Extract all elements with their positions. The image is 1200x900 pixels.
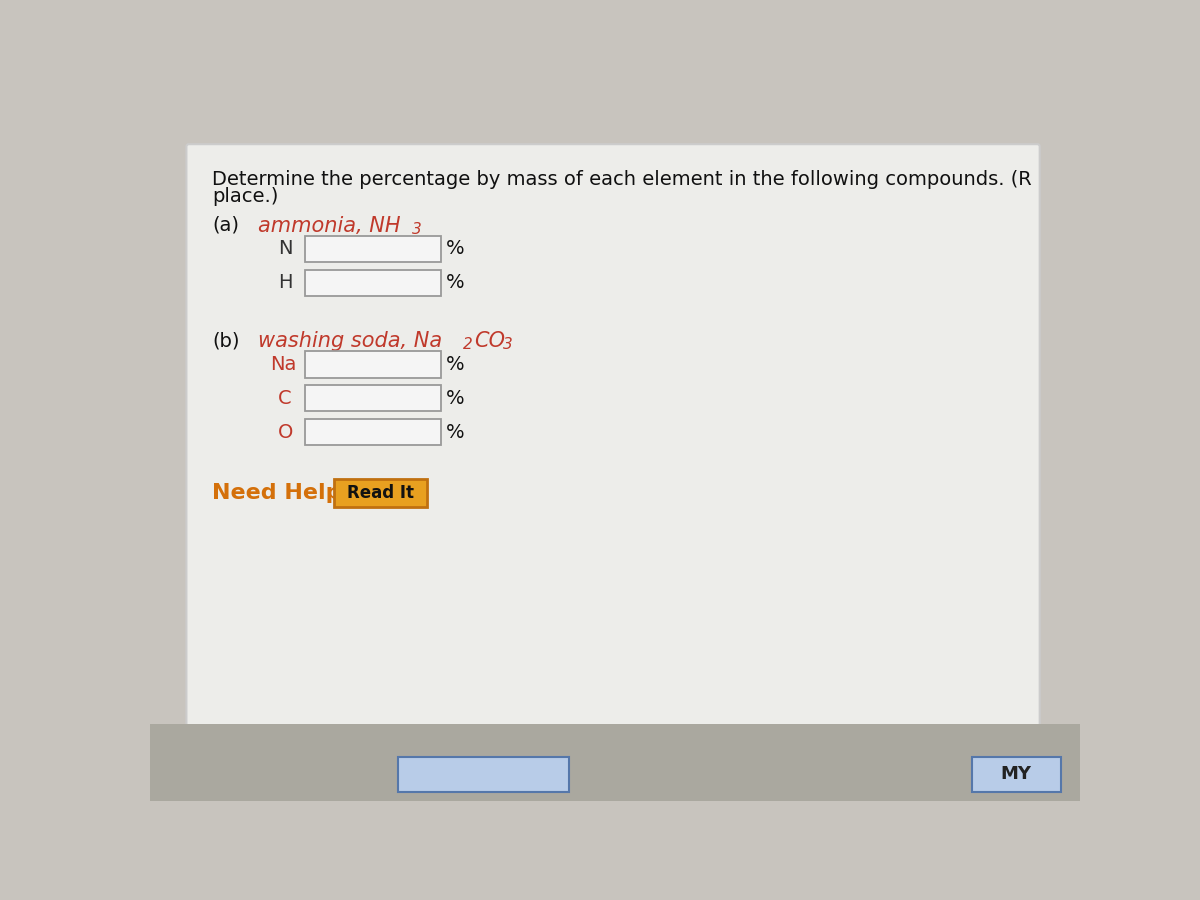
FancyBboxPatch shape [305, 385, 440, 411]
Text: Need Help?: Need Help? [212, 483, 354, 503]
Text: CO: CO [474, 331, 505, 351]
Text: H: H [278, 274, 293, 292]
Text: place.): place.) [212, 186, 278, 205]
Text: %: % [446, 239, 464, 258]
FancyBboxPatch shape [398, 757, 569, 792]
Text: O: O [278, 423, 293, 442]
FancyBboxPatch shape [305, 419, 440, 446]
FancyBboxPatch shape [972, 757, 1061, 792]
FancyBboxPatch shape [186, 144, 1039, 726]
Text: (a): (a) [212, 216, 239, 235]
Text: %: % [446, 423, 464, 442]
Text: %: % [446, 355, 464, 374]
FancyBboxPatch shape [305, 351, 440, 377]
Text: %: % [446, 274, 464, 292]
Text: MY: MY [1000, 765, 1031, 783]
Text: N: N [278, 239, 293, 258]
Text: 2: 2 [463, 338, 473, 353]
Text: C: C [278, 389, 292, 408]
FancyBboxPatch shape [305, 236, 440, 262]
Text: %: % [446, 389, 464, 408]
FancyBboxPatch shape [305, 270, 440, 296]
Text: 3: 3 [412, 222, 421, 237]
Text: (b): (b) [212, 331, 240, 350]
FancyBboxPatch shape [335, 479, 427, 507]
Text: washing soda, Na: washing soda, Na [258, 331, 443, 351]
Text: Determine the percentage by mass of each element in the following compounds. (R: Determine the percentage by mass of each… [212, 169, 1032, 189]
FancyBboxPatch shape [150, 724, 1080, 801]
Text: Read It: Read It [348, 484, 414, 502]
Text: 3: 3 [503, 338, 512, 353]
Text: ammonia, NH: ammonia, NH [258, 216, 401, 236]
Text: Na: Na [270, 355, 296, 374]
